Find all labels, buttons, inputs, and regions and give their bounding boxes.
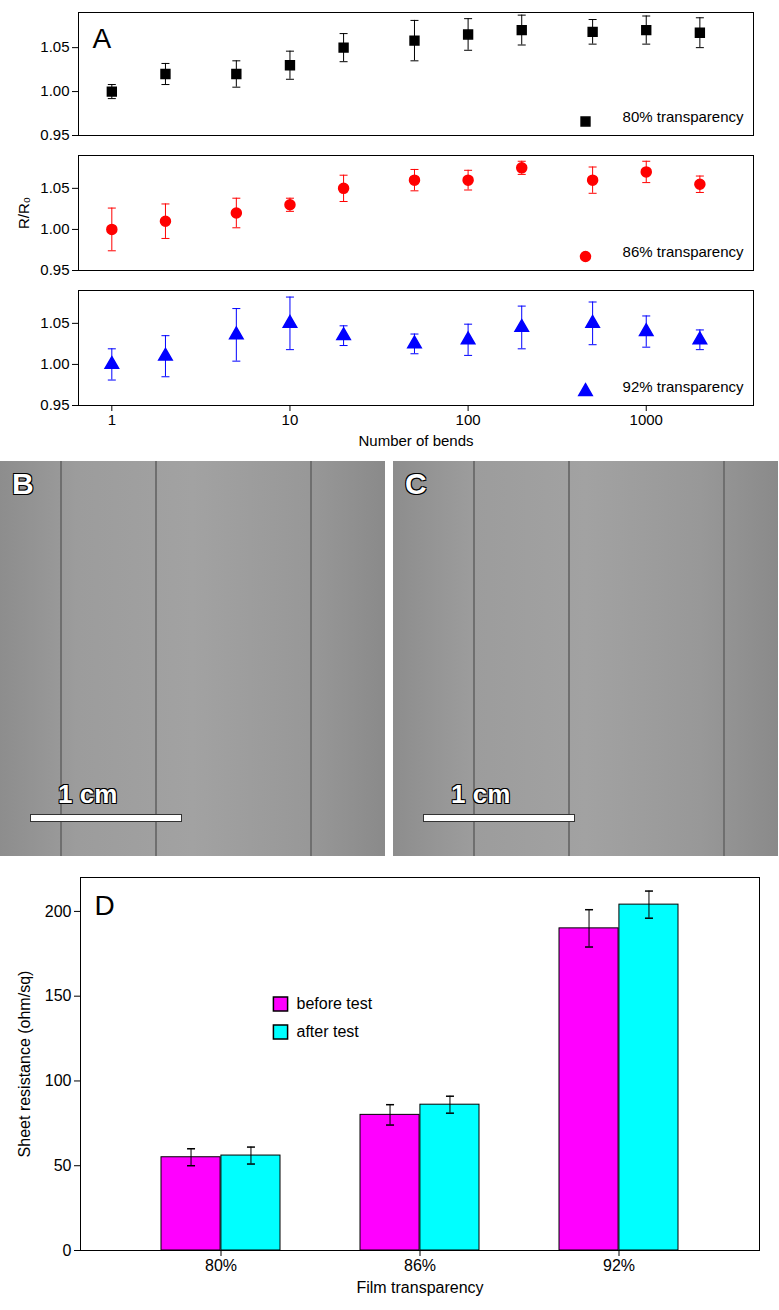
svg-text:80%: 80%	[205, 1257, 237, 1274]
svg-text:Sheet resistance (ohm/sq): Sheet resistance (ohm/sq)	[16, 971, 33, 1158]
svg-text:before test: before test	[297, 995, 373, 1012]
svg-text:1: 1	[108, 411, 116, 428]
svg-text:1000: 1000	[630, 411, 663, 428]
svg-text:50: 50	[54, 1157, 72, 1174]
svg-text:Film transparency: Film transparency	[356, 1279, 483, 1296]
svg-text:10: 10	[282, 411, 299, 428]
svg-text:Number of bends: Number of bends	[358, 432, 473, 449]
svg-text:A: A	[93, 23, 112, 54]
svg-text:100: 100	[45, 1072, 72, 1089]
svg-text:1.00: 1.00	[40, 355, 69, 372]
svg-text:0: 0	[63, 1242, 72, 1259]
html-text:1 cm: 1 cm	[58, 779, 118, 809]
svg-text:1.05: 1.05	[40, 179, 69, 196]
svg-text:after test: after test	[297, 1023, 360, 1040]
svg-text:R/R₀: R/R₀	[15, 197, 32, 229]
svg-text:150: 150	[45, 987, 72, 1004]
svg-text:1.00: 1.00	[40, 220, 69, 237]
svg-text:1.05: 1.05	[40, 38, 69, 55]
html-text:B: B	[12, 467, 34, 500]
svg-text:0.95: 0.95	[40, 396, 69, 413]
svg-text:0.95: 0.95	[40, 261, 69, 278]
svg-text:92%: 92%	[603, 1257, 635, 1274]
svg-text:80% transparency: 80% transparency	[623, 108, 744, 125]
svg-text:86% transparency: 86% transparency	[623, 243, 744, 260]
svg-text:92% transparency: 92% transparency	[623, 378, 744, 395]
svg-text:D: D	[95, 890, 115, 921]
svg-text:0.95: 0.95	[40, 126, 69, 143]
svg-text:1.00: 1.00	[40, 82, 69, 99]
svg-text:100: 100	[456, 411, 481, 428]
svg-text:1.05: 1.05	[40, 314, 69, 331]
svg-text:86%: 86%	[404, 1257, 436, 1274]
html-text:C: C	[405, 467, 427, 500]
svg-text:200: 200	[45, 903, 72, 920]
html-text:1 cm: 1 cm	[451, 779, 511, 809]
